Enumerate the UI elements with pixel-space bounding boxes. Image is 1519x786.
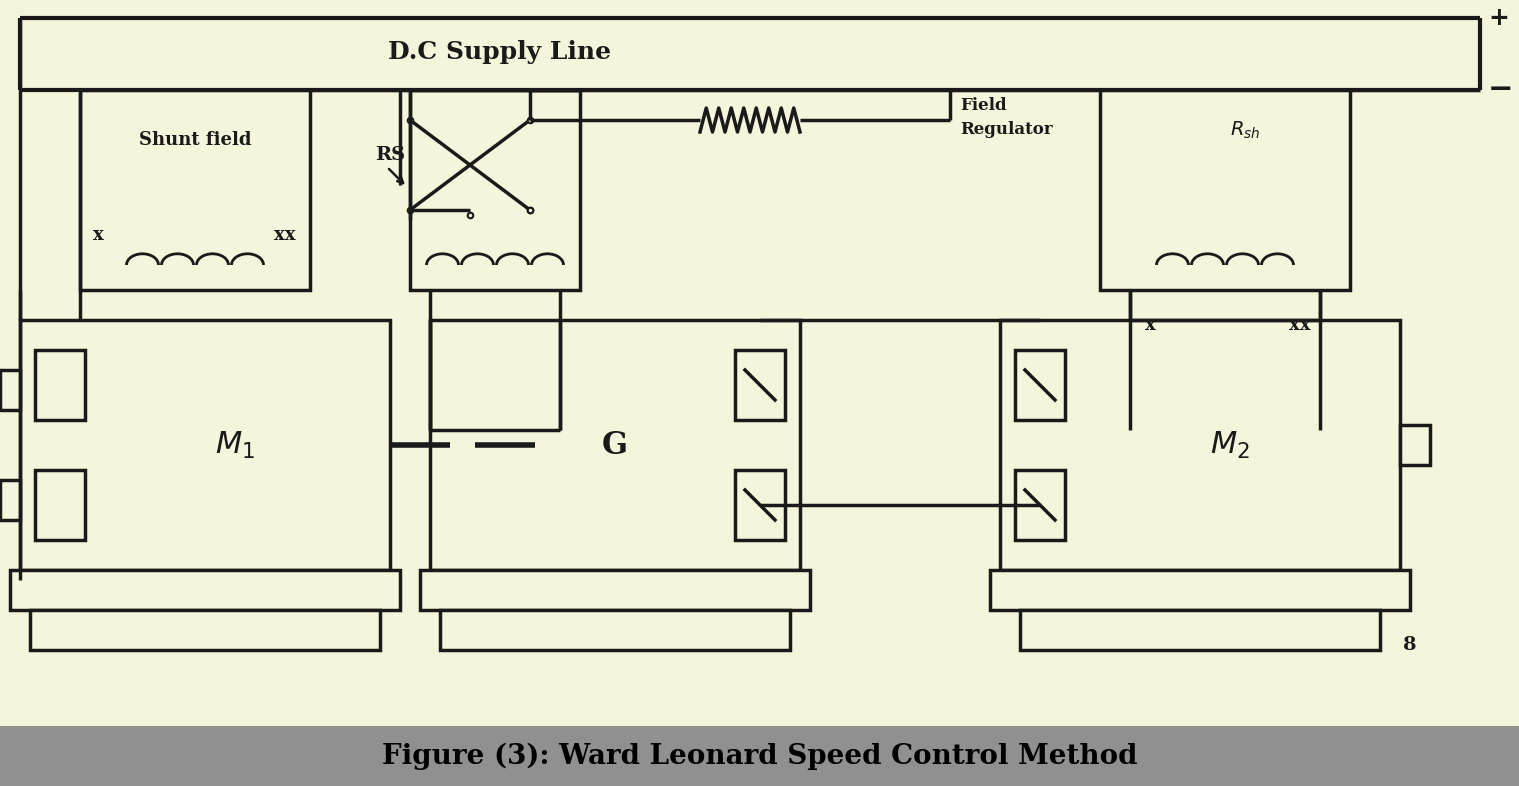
Bar [35, 350, 85, 420]
Text: x: x [1145, 316, 1156, 334]
Text: Regulator: Regulator [960, 122, 1053, 138]
Bar [35, 470, 85, 540]
Text: 8: 8 [1404, 636, 1417, 654]
Bar [0, 370, 20, 410]
Text: $M_2$: $M_2$ [1211, 429, 1250, 461]
Bar [0, 480, 20, 520]
Bar [0, 726, 1519, 786]
Bar [1100, 90, 1350, 290]
Bar [450, 423, 475, 468]
Bar [410, 90, 580, 290]
Bar [11, 570, 399, 610]
Text: Figure (3): Ward Leonard Speed Control Method: Figure (3): Ward Leonard Speed Control M… [381, 742, 1138, 769]
Bar [430, 320, 801, 570]
Bar [441, 610, 790, 650]
Text: RS: RS [375, 146, 406, 164]
Text: G: G [602, 429, 627, 461]
Text: $R_{sh}$: $R_{sh}$ [1230, 119, 1261, 141]
Text: xx: xx [275, 226, 296, 244]
Text: Shunt field: Shunt field [138, 131, 251, 149]
Bar [990, 570, 1410, 610]
Bar [1019, 610, 1379, 650]
Bar [419, 570, 810, 610]
Bar [81, 90, 310, 290]
Text: x: x [93, 226, 103, 244]
Text: −: − [1489, 75, 1513, 105]
Text: +: + [1489, 6, 1508, 30]
Text: $M_1$: $M_1$ [216, 429, 255, 461]
Bar [20, 320, 390, 570]
Bar [1015, 470, 1065, 540]
Text: D.C Supply Line: D.C Supply Line [389, 40, 612, 64]
Bar [30, 610, 380, 650]
Bar [735, 350, 785, 420]
Text: Field: Field [960, 97, 1007, 113]
Bar [1015, 350, 1065, 420]
Bar [1000, 320, 1401, 570]
Text: xx: xx [1290, 316, 1311, 334]
Bar [735, 470, 785, 540]
Bar [1401, 425, 1429, 465]
